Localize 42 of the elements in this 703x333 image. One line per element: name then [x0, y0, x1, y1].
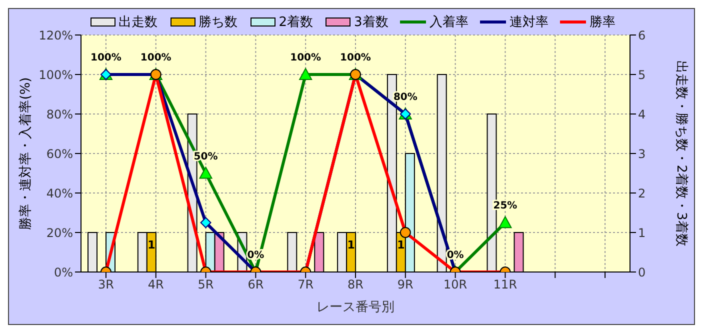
y2-axis-title: 出走数・勝ち数・2着数・3着数	[673, 60, 690, 246]
x-tick-label: 8R	[348, 278, 364, 292]
legend-label: 勝率	[589, 14, 616, 31]
y-tick-label: 20%	[46, 226, 73, 240]
data-label: 100%	[140, 52, 172, 64]
legend-label: 連対率	[509, 14, 548, 31]
legend-label: 出走数	[118, 14, 158, 31]
x-tick-label: 5R	[198, 278, 214, 292]
y-tick-label: 80%	[46, 107, 73, 122]
x-tick-label: 7R	[298, 278, 314, 292]
x-tick-label: 9R	[397, 278, 414, 292]
x-axis-title: レース番号別	[316, 300, 394, 316]
y2-tick-label: 1	[638, 226, 646, 240]
legend-label: 3着数	[354, 14, 388, 31]
y-axis-title: 勝率・連対率・入着率(%)	[18, 77, 34, 230]
data-label: 1	[397, 238, 405, 252]
y2-tick-label: 5	[638, 68, 646, 82]
y-tick-label: 40%	[46, 186, 73, 200]
y2-tick-label: 6	[638, 28, 646, 42]
x-tick-label: 11R	[493, 278, 518, 292]
legend-label: 2着数	[278, 14, 313, 31]
data-label: 1	[148, 238, 156, 252]
data-label: 100%	[340, 52, 371, 64]
y-tick-label: 60%	[46, 146, 73, 161]
x-tick-label: 4R	[148, 278, 164, 292]
legend-label: 勝ち数	[198, 14, 238, 31]
point	[299, 68, 312, 80]
point	[199, 166, 212, 179]
y-tick-label: 120%	[38, 28, 73, 42]
legend-label: 入着率	[429, 14, 468, 31]
y-tick-label: 100%	[38, 68, 73, 82]
y2-tick-label: 4	[638, 107, 646, 122]
y2-tick-label: 2	[638, 186, 646, 200]
data-label: 100%	[290, 52, 322, 64]
x-tick-label: 3R	[98, 278, 114, 292]
y-tick-label: 0%	[54, 265, 73, 280]
y2-tick-label: 3	[638, 146, 646, 161]
x-tick-label: 6R	[248, 278, 264, 292]
data-label: 100%	[90, 52, 122, 64]
x-tick-label: 10R	[444, 278, 468, 292]
y2-tick-label: 0	[638, 265, 646, 280]
data-label: 1	[347, 238, 355, 252]
